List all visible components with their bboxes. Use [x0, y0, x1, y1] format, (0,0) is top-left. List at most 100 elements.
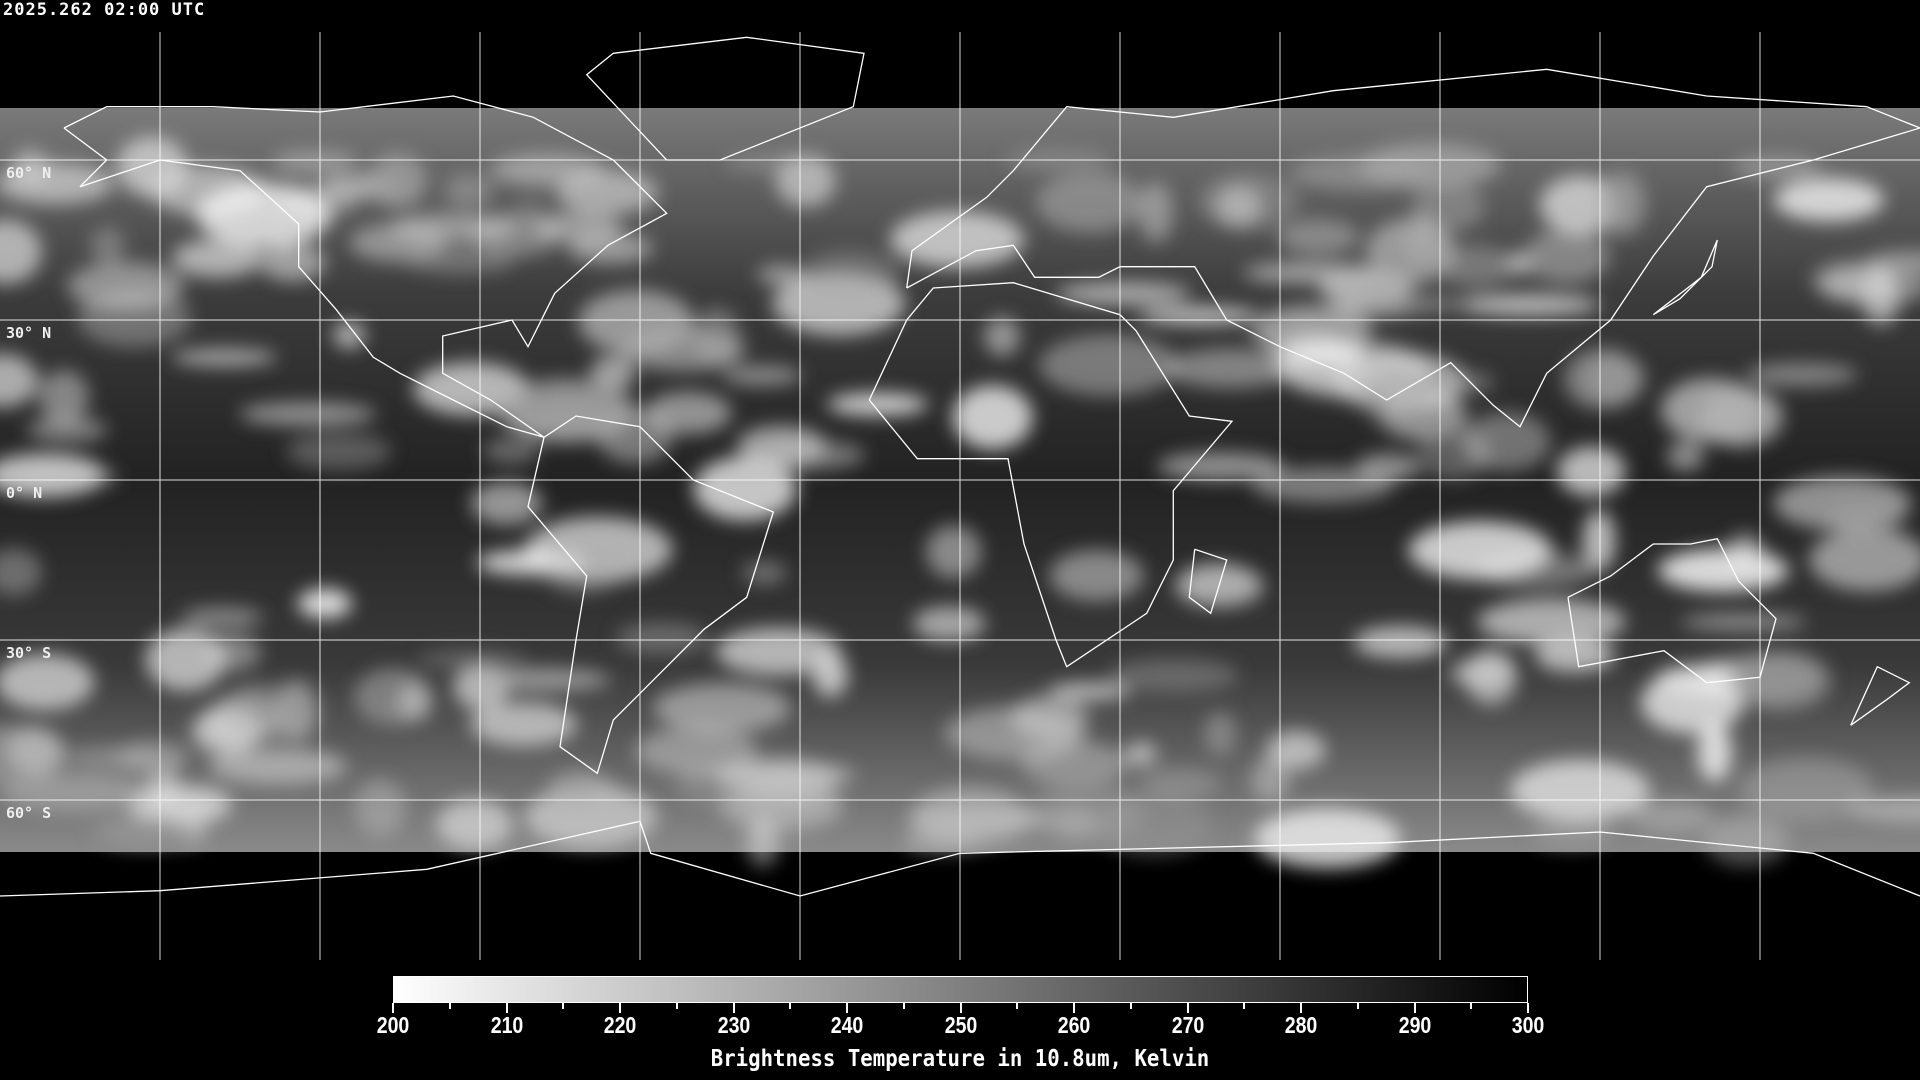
cloud	[354, 668, 432, 726]
colorbar-major-tick	[505, 1003, 508, 1013]
colorbar-title: Brightness Temperature in 10.8um, Kelvin	[710, 1046, 1210, 1072]
colorbar-tick-label: 210	[490, 1012, 523, 1038]
cloud	[0, 772, 149, 813]
coastline	[1652, 239, 1718, 316]
cloud	[1464, 648, 1518, 706]
cloud	[1277, 219, 1360, 255]
cloud	[90, 227, 125, 265]
cloud	[618, 329, 747, 372]
cloud	[1556, 446, 1626, 497]
colorbar-tick-label: 270	[1171, 1012, 1204, 1038]
colorbar-tick-label: 200	[376, 1012, 410, 1038]
cloud	[1809, 528, 1920, 592]
cloud	[1680, 613, 1807, 631]
cloud	[1563, 348, 1641, 410]
colorbar-minor-tick	[902, 1003, 905, 1009]
colorbar-major-tick	[732, 1003, 735, 1013]
cloud	[723, 153, 830, 172]
coastline	[527, 415, 775, 775]
coastline	[868, 282, 1234, 668]
coastline	[585, 36, 865, 161]
colorbar-tick-label: 250	[944, 1012, 977, 1038]
cloud	[693, 456, 797, 521]
cloud	[1357, 293, 1460, 315]
colorbar-major-tick	[619, 1003, 621, 1013]
colorbar-major-tick	[846, 1003, 848, 1013]
cloud	[1408, 521, 1552, 580]
cloud	[443, 173, 494, 208]
cloud	[405, 246, 516, 274]
cloud	[556, 169, 659, 215]
cloud	[890, 210, 1025, 268]
cloud	[524, 786, 658, 848]
colorbar-major-tick	[1300, 1003, 1302, 1013]
cloud	[590, 355, 636, 392]
cloud	[38, 370, 90, 424]
cloud	[910, 787, 1030, 847]
timestamp: 2025.262 02:00 UTC	[3, 0, 206, 20]
cloud	[66, 746, 159, 769]
colorbar-major-tick	[1413, 1003, 1416, 1013]
cloud	[92, 817, 197, 848]
cloud	[652, 682, 792, 734]
cloud	[1822, 501, 1905, 538]
cloud	[1108, 658, 1239, 693]
cloud	[722, 366, 803, 386]
colorbar	[393, 976, 1528, 1003]
colorbar-minor-tick	[1243, 1003, 1246, 1009]
colorbar-major-tick	[1073, 1003, 1075, 1013]
lat-label-60n: 60° N	[6, 164, 52, 182]
colorbar-minor-tick	[789, 1003, 792, 1009]
cloud	[1364, 218, 1457, 285]
colorbar-tick-label: 300	[1511, 1012, 1545, 1038]
cloud	[535, 211, 623, 243]
cloud	[984, 316, 1020, 357]
cloud	[1038, 334, 1179, 397]
cloud	[1523, 228, 1610, 285]
cloud	[644, 391, 732, 435]
colorbar-major-tick	[1186, 1003, 1189, 1013]
cloud	[286, 432, 392, 471]
cloud	[1697, 721, 1732, 783]
cloud	[1036, 171, 1145, 233]
cloud	[11, 467, 121, 488]
colorbar-tick-label: 220	[603, 1012, 637, 1038]
colorbar-major-tick	[1527, 1003, 1529, 1013]
colorbar-minor-tick	[1356, 1003, 1359, 1009]
cloud	[1731, 156, 1823, 179]
colorbar-minor-tick	[675, 1003, 678, 1009]
colorbar-minor-tick	[448, 1003, 451, 1009]
cloud	[1280, 341, 1364, 366]
cloud	[1125, 742, 1157, 766]
cloud	[1773, 177, 1884, 222]
cloud	[925, 525, 982, 579]
colorbar-tick-label: 240	[830, 1012, 864, 1038]
cloud	[751, 439, 866, 471]
cloud	[239, 401, 376, 426]
colorbar-minor-tick	[562, 1003, 565, 1009]
cloud	[1509, 759, 1650, 822]
cloud	[801, 249, 900, 298]
cloud	[1812, 260, 1896, 301]
cloud	[1598, 171, 1646, 236]
cloud	[741, 560, 788, 585]
cloud	[144, 628, 227, 692]
cloud	[827, 392, 929, 416]
colorbar-tick-label: 260	[1057, 1012, 1091, 1038]
cloud	[260, 243, 326, 281]
cloud	[1640, 671, 1745, 734]
cloud	[1845, 796, 1920, 823]
cloud	[1266, 730, 1326, 770]
coastline	[1188, 548, 1228, 615]
cloud	[943, 706, 1086, 760]
cloud	[470, 481, 543, 525]
cloud	[912, 605, 986, 642]
cloud	[467, 667, 611, 692]
cloud	[1174, 564, 1265, 609]
cloud	[469, 702, 578, 747]
lat-label-30s: 30° S	[6, 644, 52, 662]
cloud	[0, 653, 95, 711]
cloud-layer	[0, 136, 1920, 869]
cloud	[297, 588, 352, 619]
colorbar-major-tick	[392, 1003, 394, 1013]
